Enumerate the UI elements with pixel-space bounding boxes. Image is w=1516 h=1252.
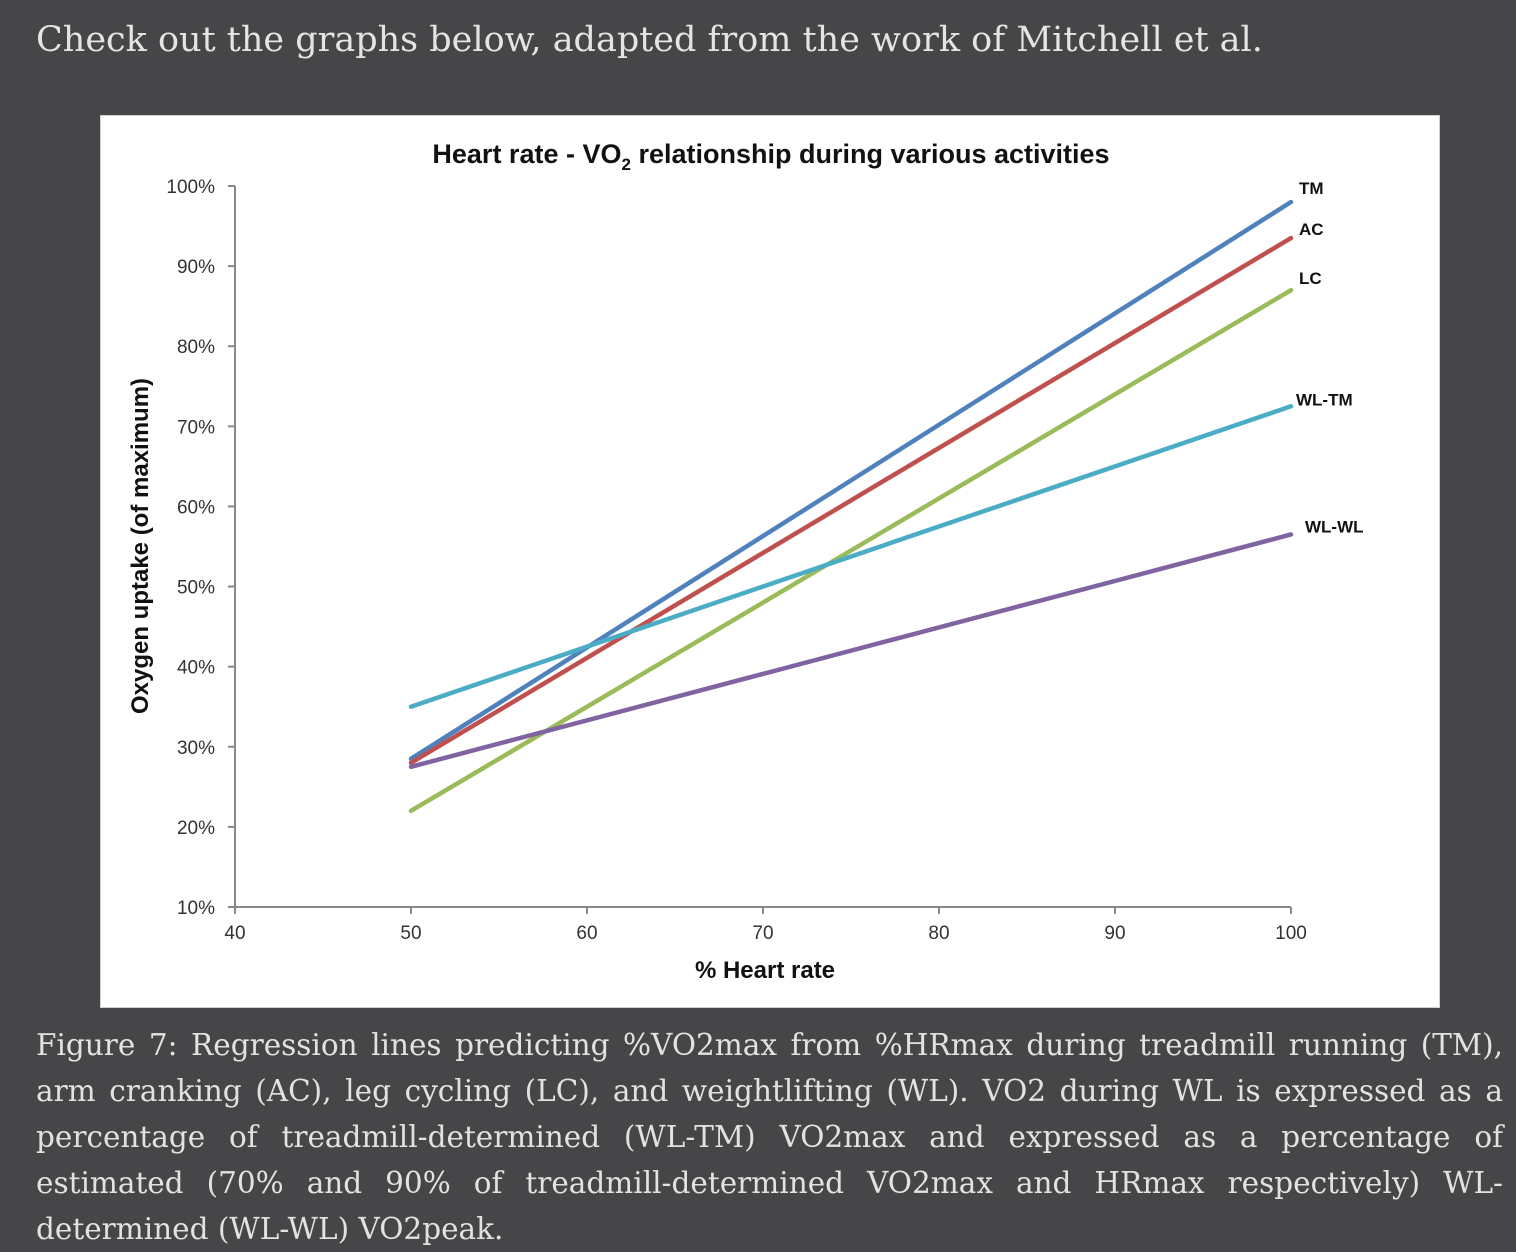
y-tick-label: 100% (166, 177, 215, 198)
y-tick-label: 10% (177, 898, 215, 919)
x-tick-label: 70 (752, 923, 773, 944)
series-line-wl-tm (408, 404, 1294, 709)
x-tick-label: 60 (576, 923, 597, 944)
figure-caption: Figure 7: Regression lines predicting %V… (36, 1028, 1503, 1246)
y-tick-label: 60% (177, 497, 215, 518)
y-tick-label: 40% (177, 658, 215, 679)
y-tick-label: 70% (177, 417, 215, 438)
y-axis-label: Oxygen uptake (of maximum) (127, 378, 154, 714)
y-tick-label: 30% (177, 738, 215, 759)
series-label-wl-wl: WL-WL (1305, 517, 1364, 536)
axes: 10% 20% 30% 40% 50% 60% 70% 80% 90% 100% 40 50 60 70 8… (166, 177, 1306, 944)
y-tick-label: 90% (177, 257, 215, 278)
y-tick-label: 50% (177, 578, 215, 599)
intro-text: Check out the graphs below, adapted from… (36, 20, 1263, 60)
series-line-ac (408, 235, 1294, 766)
y-tick-label: 80% (177, 337, 215, 358)
series-labels: TM AC LC WL-TM WL-WL (1296, 179, 1364, 536)
x-tick-label: 80 (928, 923, 949, 944)
chart-title-main: Heart rate - VO (432, 139, 621, 169)
series-line-tm (408, 199, 1294, 762)
y-tick-label: 20% (177, 818, 215, 839)
series-label-lc: LC (1299, 269, 1322, 288)
x-tick-label: 90 (1104, 923, 1125, 944)
series-line-lc (408, 287, 1294, 814)
x-tick-label: 40 (224, 923, 245, 944)
series-group (408, 199, 1294, 814)
x-tick-label: 50 (400, 923, 421, 944)
series-label-wl-tm: WL-TM (1296, 390, 1353, 409)
chart-title-subscript: 2 (621, 155, 630, 174)
x-tick-label: 100 (1275, 923, 1307, 944)
series-label-tm: TM (1299, 179, 1324, 198)
series-line-wl-wl (408, 532, 1294, 770)
x-axis-label: % Heart rate (695, 957, 835, 984)
chart-title-rest: relationship during various activities (631, 139, 1110, 169)
line-chart: Heart rate - VO2 relationship during var… (127, 139, 1364, 984)
chart-title: Heart rate - VO2 relationship during var… (432, 139, 1109, 174)
series-label-ac: AC (1299, 220, 1324, 239)
chart-figure: Heart rate - VO2 relationship during var… (100, 115, 1440, 1008)
